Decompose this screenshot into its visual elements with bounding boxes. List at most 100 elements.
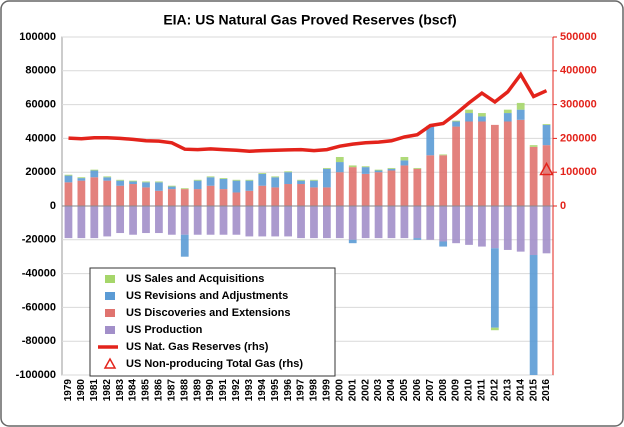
bar <box>478 206 486 247</box>
x-tick-label: 1980 <box>76 379 87 402</box>
y2-tick-label: 100000 <box>560 166 597 178</box>
bar <box>284 171 292 173</box>
bar <box>193 180 202 190</box>
bar <box>400 165 409 206</box>
bar <box>323 167 331 169</box>
bar <box>516 206 525 252</box>
axes: -100000-80000-60000-40000-20000020000400… <box>16 31 597 401</box>
bar <box>219 178 228 179</box>
bar <box>439 241 448 247</box>
bar <box>335 206 344 239</box>
bar <box>245 190 254 206</box>
x-tick-label: 1979 <box>63 379 74 402</box>
x-tick-label: 2015 <box>528 379 539 402</box>
legend-swatch <box>105 309 115 317</box>
bar <box>516 102 525 110</box>
bar <box>542 124 551 146</box>
bar <box>529 145 538 147</box>
bar <box>116 179 125 181</box>
bar <box>400 160 409 166</box>
bar <box>232 206 241 235</box>
bar <box>413 238 422 240</box>
bar <box>129 206 137 235</box>
y-tick-label: -40000 <box>22 268 56 280</box>
bar <box>116 180 125 186</box>
bar <box>155 206 163 234</box>
legend-label: US Nat. Gas Reserves (rhs) <box>126 341 269 353</box>
bar <box>103 176 112 178</box>
x-tick-label: 1990 <box>205 379 216 402</box>
x-tick-label: 2014 <box>515 379 526 402</box>
y2-tick-label: 400000 <box>560 65 597 77</box>
x-tick-label: 2010 <box>464 379 475 402</box>
x-tick-label: 1993 <box>244 379 255 402</box>
bar <box>465 206 473 245</box>
x-tick-label: 2009 <box>451 379 462 402</box>
bar <box>374 206 383 239</box>
legend-swatch <box>105 292 115 300</box>
bar <box>413 168 422 206</box>
bar <box>103 206 112 237</box>
bar <box>400 156 409 161</box>
bar <box>426 155 435 206</box>
bar <box>323 206 331 239</box>
bar <box>142 182 150 188</box>
x-tick-label: 1995 <box>270 379 281 402</box>
bar <box>387 167 396 169</box>
bar <box>335 162 344 173</box>
bar <box>180 188 189 190</box>
y-tick-label: -80000 <box>22 335 56 347</box>
bar <box>167 206 176 235</box>
bar <box>245 180 254 191</box>
bar <box>503 206 512 250</box>
bar <box>77 177 86 179</box>
x-tick-label: 1987 <box>166 379 177 402</box>
bar <box>206 185 215 206</box>
x-tick-label: 2005 <box>399 379 410 402</box>
chart-title: EIA: US Natural Gas Proved Reserves (bsc… <box>163 12 456 28</box>
bar <box>77 178 86 181</box>
bar <box>310 206 318 239</box>
bar <box>180 206 189 235</box>
bar <box>155 190 163 206</box>
bar <box>465 109 473 114</box>
bar <box>167 185 176 187</box>
x-tick-label: 2007 <box>425 379 436 402</box>
bar <box>142 181 150 183</box>
bar <box>193 206 202 235</box>
bar <box>426 206 435 240</box>
x-tick-label: 2001 <box>347 379 358 402</box>
bar <box>180 234 189 257</box>
bar <box>387 170 396 206</box>
x-tick-label: 1985 <box>141 379 152 402</box>
bars <box>64 102 551 375</box>
y2-tick-label: 300000 <box>560 99 597 111</box>
bar <box>413 167 422 169</box>
legend-label: US Discoveries and Extensions <box>126 307 290 319</box>
bar <box>413 206 422 239</box>
bar <box>193 179 202 181</box>
x-tick-label: 1996 <box>283 379 294 402</box>
bar <box>323 187 331 206</box>
bar <box>400 206 409 239</box>
x-tick-label: 2016 <box>541 379 552 402</box>
bar <box>129 181 137 185</box>
bar <box>439 155 448 206</box>
x-tick-label: 2012 <box>489 379 500 402</box>
bar <box>323 168 331 188</box>
bar <box>219 178 228 190</box>
x-tick-label: 2006 <box>412 379 423 402</box>
bar <box>90 177 99 206</box>
bar <box>206 177 215 186</box>
legend-box <box>89 267 336 377</box>
legend-swatch <box>103 357 117 369</box>
legend: US Sales and Acquisitions US Revisions an… <box>89 267 336 377</box>
bar <box>116 206 125 234</box>
bar <box>103 180 112 206</box>
bar <box>490 206 499 249</box>
bar <box>77 180 86 206</box>
bar <box>297 184 305 206</box>
bar <box>271 206 280 237</box>
legend-swatch <box>105 275 115 283</box>
